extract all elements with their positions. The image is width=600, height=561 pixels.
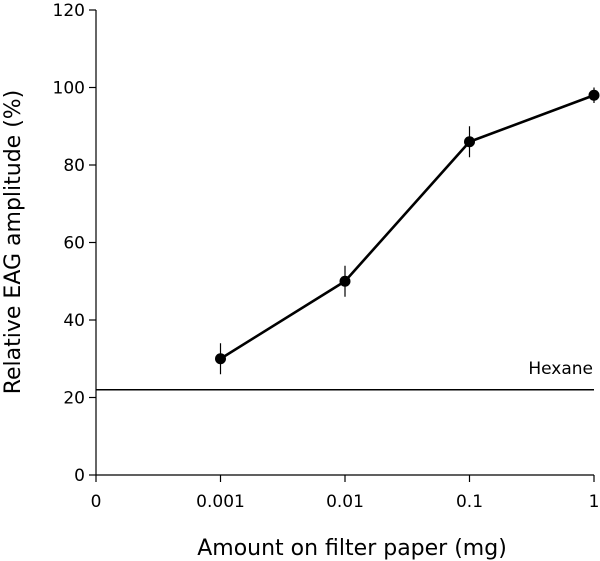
data-point [464, 136, 475, 148]
y-tick-label: 20 [63, 389, 85, 409]
x-tick-label: 1 [589, 492, 600, 512]
data-point [215, 353, 226, 365]
y-tick-label: 80 [63, 156, 85, 176]
series-line [219, 94, 595, 360]
y-tick-label: 40 [63, 311, 85, 331]
x-tick-label: 0 [91, 492, 102, 512]
y-axis-label: Relative EAG amplitude (%) [1, 90, 26, 395]
y-tick-label: 0 [74, 466, 85, 486]
axes [95, 10, 594, 476]
x-tick-label: 0.001 [196, 492, 245, 512]
reference-line-group: Hexane [96, 359, 594, 391]
hexane-label: Hexane [528, 359, 593, 379]
series-group [215, 87, 600, 375]
data-point [339, 275, 351, 287]
y-tick-label: 60 [63, 234, 85, 254]
x-tick-label: 0.1 [456, 492, 483, 512]
data-point [588, 89, 600, 101]
y-tick-label: 120 [53, 1, 85, 21]
x-tick-label: 0.01 [326, 492, 364, 512]
ticks: 0 20 40 60 80 100 120 0 0.001 0.01 0.1 1 [53, 1, 600, 512]
y-tick-label: 100 [53, 79, 85, 99]
x-axis-label: Amount on filter paper (mg) [197, 536, 507, 561]
